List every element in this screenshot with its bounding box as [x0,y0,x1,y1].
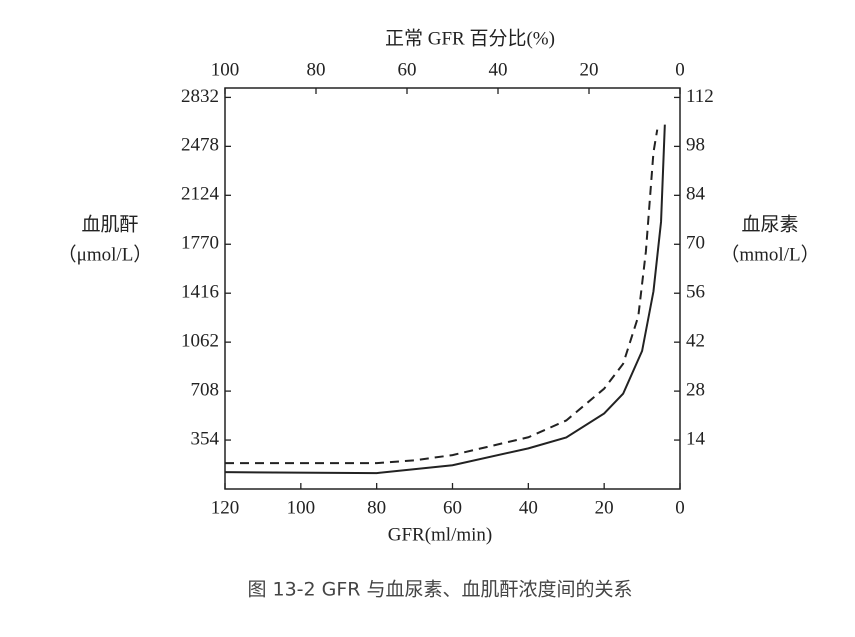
y2-tick-label: 112 [686,86,714,107]
x2-tick-label: 100 [211,59,240,80]
caption: 图 13-2 GFR 与血尿素、血肌酐浓度间的关系 [247,579,632,601]
y2-tick-label: 84 [686,184,706,205]
y-tick-label: 354 [191,428,220,449]
y-tick-label: 1770 [181,233,219,254]
y-tick-label: 2124 [181,184,220,205]
x-tick-label: 100 [287,497,316,518]
x2-tick-label: 60 [398,59,417,80]
plot-frame [224,87,681,490]
y-tick-label: 1062 [181,331,219,352]
y2-axis-label: 血尿素 [741,213,798,235]
y2-tick-label: 14 [686,428,706,449]
series-line [224,124,666,475]
x2-tick-label: 80 [307,59,326,80]
y2-tick-label: 42 [686,331,705,352]
y-tick-label: 1416 [181,282,219,303]
y-tick-label: 2832 [181,86,219,107]
x-tick-label: 80 [367,497,386,518]
y-axis-label: 血肌酐 [81,213,138,235]
x-tick-label: 40 [519,497,538,518]
series-line [225,129,659,465]
x-tick-label: 0 [675,497,685,518]
y2-tick-label: 56 [686,282,705,303]
x-tick-label: 60 [443,497,462,518]
x-tick-label: 20 [595,497,614,518]
y-axis-label: （μmol/L） [58,243,153,265]
y-tick-label: 2478 [181,135,219,156]
top-axis-label: 正常 GFR 百分比(%) [385,27,555,49]
x-axis-label: GFR(ml/min) [388,524,493,545]
y-tick-label: 708 [191,379,220,400]
x-tick-label: 120 [211,497,240,518]
x2-tick-label: 0 [675,59,685,80]
x2-tick-label: 40 [489,59,508,80]
y2-tick-label: 28 [686,379,705,400]
y2-axis-label: （mmol/L） [720,243,819,265]
y2-tick-label: 98 [686,135,705,156]
y2-tick-label: 70 [686,233,705,254]
x2-tick-label: 20 [580,59,599,80]
